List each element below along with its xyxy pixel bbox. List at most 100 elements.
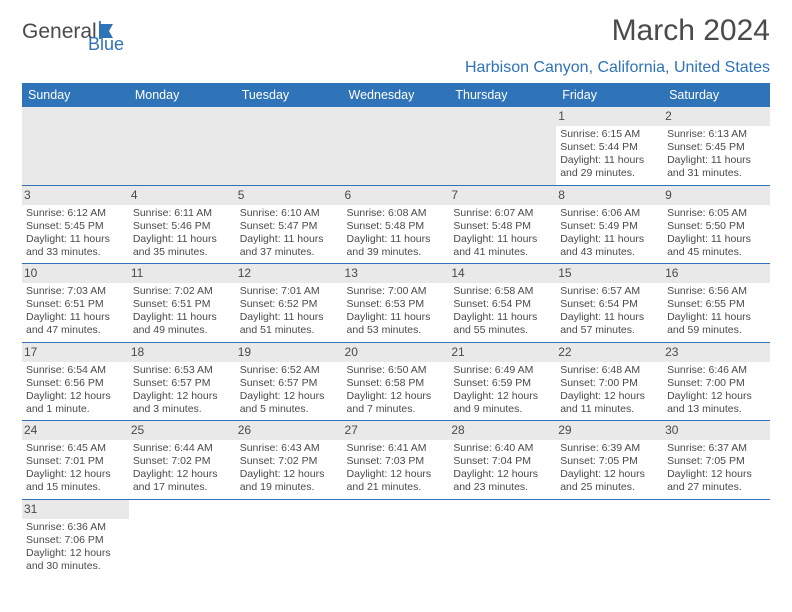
calendar-table: SundayMondayTuesdayWednesdayThursdayFrid… [22, 83, 770, 577]
day-number: 15 [556, 264, 663, 283]
day-number: 19 [236, 343, 343, 362]
logo-main-text: General [22, 20, 97, 44]
calendar-cell-day-18: 18Sunrise: 6:53 AMSunset: 6:57 PMDayligh… [129, 342, 236, 421]
calendar-cell-empty [22, 107, 129, 185]
calendar-cell-day-24: 24Sunrise: 6:45 AMSunset: 7:01 PMDayligh… [22, 421, 129, 500]
calendar-cell-day-30: 30Sunrise: 6:37 AMSunset: 7:05 PMDayligh… [663, 421, 770, 500]
day-header-wednesday: Wednesday [343, 83, 450, 107]
calendar-week-row: 1Sunrise: 6:15 AMSunset: 5:44 PMDaylight… [22, 107, 770, 185]
title-block: March 2024 [612, 14, 770, 48]
calendar-cell-day-22: 22 Sunrise: 6:48 AMSunset: 7:00 PMDayligh… [556, 342, 663, 421]
calendar-cell-day-31: 31Sunrise: 6:36 AMSunset: 7:06 PMDayligh… [22, 499, 129, 577]
sunset-text: Sunset: 6:51 PM [133, 298, 232, 311]
daylight-text: Daylight: 11 hours and 29 minutes. [560, 154, 659, 180]
daylight-text: Daylight: 12 hours and 17 minutes. [133, 468, 232, 494]
month-title: March 2024 [612, 14, 770, 48]
calendar-cell-day-27: 27Sunrise: 6:41 AMSunset: 7:03 PMDayligh… [343, 421, 450, 500]
day-number: 12 [236, 264, 343, 283]
daylight-text: Daylight: 11 hours and 43 minutes. [560, 233, 659, 259]
day-number: 21 [449, 343, 556, 362]
sunrise-text: Sunrise: 6:45 AM [26, 442, 125, 455]
daylight-text: Daylight: 12 hours and 5 minutes. [240, 390, 339, 416]
calendar-cell-day-19: 19Sunrise: 6:52 AMSunset: 6:57 PMDayligh… [236, 342, 343, 421]
sunset-text: Sunset: 6:51 PM [26, 298, 125, 311]
location-text: Harbison Canyon, California, United Stat… [22, 59, 770, 77]
sunrise-text: Sunrise: 6:52 AM [240, 364, 339, 377]
sunset-text: Sunset: 7:03 PM [347, 455, 446, 468]
day-number: 9 [663, 186, 770, 205]
sunrise-text: Sunrise: 6:43 AM [240, 442, 339, 455]
calendar-cell-empty [449, 107, 556, 185]
calendar-cell-day-13: 13Sunrise: 7:00 AMSunset: 6:53 PMDayligh… [343, 264, 450, 343]
calendar-week-row: 17Sunrise: 6:54 AMSunset: 6:56 PMDayligh… [22, 342, 770, 421]
sunset-text: Sunset: 6:57 PM [133, 377, 232, 390]
calendar-cell-day-25: 25Sunrise: 6:44 AMSunset: 7:02 PMDayligh… [129, 421, 236, 500]
day-number: 8 [556, 186, 663, 205]
sunset-text: Sunset: 6:54 PM [453, 298, 552, 311]
sunset-text: Sunset: 6:58 PM [347, 377, 446, 390]
calendar-cell-day-14: 14Sunrise: 6:58 AMSunset: 6:54 PMDayligh… [449, 264, 556, 343]
sunrise-text: Sunrise: 6:37 AM [667, 442, 766, 455]
day-number: 2 [663, 107, 770, 126]
sunset-text: Sunset: 6:53 PM [347, 298, 446, 311]
calendar-week-row: 31Sunrise: 6:36 AMSunset: 7:06 PMDayligh… [22, 499, 770, 577]
day-number: 4 [129, 186, 236, 205]
daylight-text: Daylight: 12 hours and 7 minutes. [347, 390, 446, 416]
sunrise-text: Sunrise: 6:36 AM [26, 521, 125, 534]
daylight-text: Daylight: 11 hours and 59 minutes. [667, 311, 766, 337]
calendar-cell-empty [129, 499, 236, 577]
calendar-cell-day-17: 17Sunrise: 6:54 AMSunset: 6:56 PMDayligh… [22, 342, 129, 421]
calendar-cell-day-28: 28Sunrise: 6:40 AMSunset: 7:04 PMDayligh… [449, 421, 556, 500]
day-number: 26 [236, 421, 343, 440]
sunset-text: Sunset: 6:55 PM [667, 298, 766, 311]
daylight-text: Daylight: 12 hours and 11 minutes. [560, 390, 659, 416]
day-number: 25 [129, 421, 236, 440]
sunset-text: Sunset: 7:06 PM [26, 534, 125, 547]
daylight-text: Daylight: 12 hours and 19 minutes. [240, 468, 339, 494]
day-header-monday: Monday [129, 83, 236, 107]
day-number: 29 [556, 421, 663, 440]
sunset-text: Sunset: 5:44 PM [560, 141, 659, 154]
calendar-week-row: 3Sunrise: 6:12 AMSunset: 5:45 PMDaylight… [22, 185, 770, 264]
sunset-text: Sunset: 7:05 PM [667, 455, 766, 468]
calendar-cell-day-6: 6Sunrise: 6:08 AMSunset: 5:48 PMDaylight… [343, 185, 450, 264]
calendar-cell-day-21: 21Sunrise: 6:49 AMSunset: 6:59 PMDayligh… [449, 342, 556, 421]
sunrise-text: Sunrise: 6:08 AM [347, 207, 446, 220]
calendar-cell-day-2: 2Sunrise: 6:13 AMSunset: 5:45 PMDaylight… [663, 107, 770, 185]
sunrise-text: Sunrise: 6:56 AM [667, 285, 766, 298]
sunset-text: Sunset: 6:59 PM [453, 377, 552, 390]
sunset-text: Sunset: 7:02 PM [133, 455, 232, 468]
sunset-text: Sunset: 7:05 PM [560, 455, 659, 468]
calendar-cell-day-26: 26Sunrise: 6:43 AMSunset: 7:02 PMDayligh… [236, 421, 343, 500]
calendar-cell-empty [236, 499, 343, 577]
day-number: 30 [663, 421, 770, 440]
day-header-saturday: Saturday [663, 83, 770, 107]
day-number: 22 [556, 343, 663, 362]
calendar-cell-empty [129, 107, 236, 185]
daylight-text: Daylight: 11 hours and 49 minutes. [133, 311, 232, 337]
sunset-text: Sunset: 5:48 PM [347, 220, 446, 233]
sunset-text: Sunset: 6:56 PM [26, 377, 125, 390]
day-header-thursday: Thursday [449, 83, 556, 107]
calendar-cell-empty [556, 499, 663, 577]
daylight-text: Daylight: 11 hours and 35 minutes. [133, 233, 232, 259]
sunrise-text: Sunrise: 6:48 AM [560, 364, 659, 377]
sunrise-text: Sunrise: 6:39 AM [560, 442, 659, 455]
day-header-tuesday: Tuesday [236, 83, 343, 107]
daylight-text: Daylight: 11 hours and 33 minutes. [26, 233, 125, 259]
sunrise-text: Sunrise: 6:58 AM [453, 285, 552, 298]
sunset-text: Sunset: 7:00 PM [560, 377, 659, 390]
calendar-week-row: 24Sunrise: 6:45 AMSunset: 7:01 PMDayligh… [22, 421, 770, 500]
daylight-text: Daylight: 11 hours and 57 minutes. [560, 311, 659, 337]
calendar-cell-empty [663, 499, 770, 577]
sunset-text: Sunset: 6:52 PM [240, 298, 339, 311]
sunrise-text: Sunrise: 7:00 AM [347, 285, 446, 298]
day-number: 31 [22, 500, 129, 519]
sunset-text: Sunset: 5:50 PM [667, 220, 766, 233]
sunrise-text: Sunrise: 6:06 AM [560, 207, 659, 220]
calendar-cell-day-20: 20Sunrise: 6:50 AMSunset: 6:58 PMDayligh… [343, 342, 450, 421]
day-number: 13 [343, 264, 450, 283]
sunrise-text: Sunrise: 6:41 AM [347, 442, 446, 455]
day-header-sunday: Sunday [22, 83, 129, 107]
daylight-text: Daylight: 12 hours and 9 minutes. [453, 390, 552, 416]
